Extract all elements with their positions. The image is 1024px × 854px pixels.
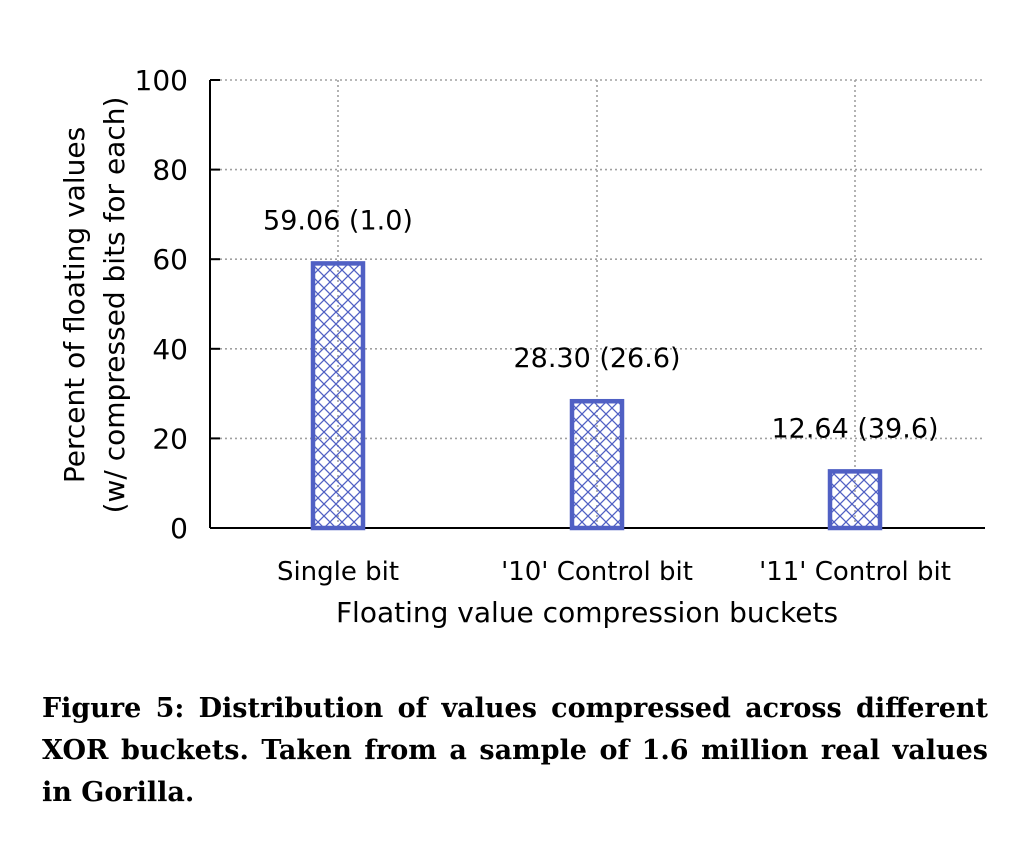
bar-value-label: 59.06 (1.0) xyxy=(263,205,413,236)
x-category-labels: Single bit '10' Control bit '11' Control b… xyxy=(277,557,951,587)
y-axis-title-line-1: Percent of floating values xyxy=(58,127,91,483)
x-category-label: Single bit xyxy=(277,557,399,587)
y-tick-labels: 0 20 40 60 80 100 xyxy=(135,64,188,545)
bar-value-label: 12.64 (39.6) xyxy=(771,413,938,444)
x-category-label: '10' Control bit xyxy=(501,557,693,587)
bar-chart: 0 20 40 60 80 100 59.06 (1.0) 28.30 (26.6) 12.6… xyxy=(58,64,985,629)
y-tick-label: 80 xyxy=(152,154,188,187)
bar xyxy=(827,469,883,531)
y-axis-title-line-2: (w/ compressed bits for each) xyxy=(98,97,131,514)
y-tick-label: 0 xyxy=(170,512,188,545)
y-tick-label: 60 xyxy=(152,243,188,276)
x-axis-title: Floating value compression buckets xyxy=(336,596,838,629)
y-tick-label: 100 xyxy=(135,64,188,97)
figure-caption: Figure 5: Distribution of values compres… xyxy=(42,693,988,808)
y-tick-label: 20 xyxy=(152,422,188,455)
bar xyxy=(310,261,366,531)
x-category-label: '11' Control bit xyxy=(759,557,951,587)
bars xyxy=(310,261,883,531)
bar-value-labels: 59.06 (1.0) 28.30 (26.6) 12.64 (39.6) xyxy=(263,205,938,444)
grid-lines xyxy=(210,79,985,528)
y-tick-label: 40 xyxy=(152,333,188,366)
bar-value-label: 28.30 (26.6) xyxy=(513,343,680,374)
bar xyxy=(569,398,625,531)
